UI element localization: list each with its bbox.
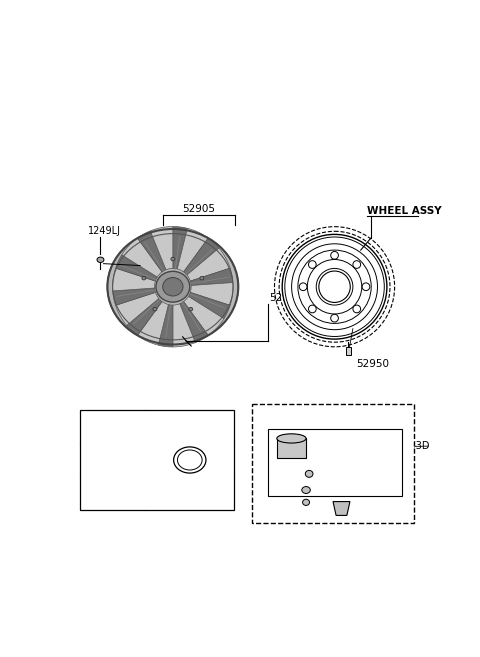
Bar — [346, 347, 351, 355]
Wedge shape — [173, 304, 195, 347]
Ellipse shape — [331, 314, 338, 322]
Text: P/NO: P/NO — [99, 488, 127, 499]
Ellipse shape — [353, 305, 360, 313]
Text: 1249LJ: 1249LJ — [88, 225, 121, 235]
Ellipse shape — [309, 305, 316, 313]
Ellipse shape — [302, 487, 310, 493]
Text: 52953: 52953 — [266, 485, 297, 495]
Bar — [267, 429, 402, 496]
Wedge shape — [150, 227, 173, 270]
Wedge shape — [180, 302, 208, 342]
Ellipse shape — [156, 271, 190, 302]
Text: 52960: 52960 — [172, 422, 207, 432]
Ellipse shape — [142, 277, 146, 280]
Text: 52950: 52950 — [356, 359, 389, 369]
Ellipse shape — [163, 277, 183, 296]
Bar — [252, 404, 414, 523]
Wedge shape — [127, 298, 162, 336]
Ellipse shape — [300, 283, 307, 290]
Ellipse shape — [319, 271, 350, 302]
Text: 52933K: 52933K — [329, 408, 369, 418]
Bar — [81, 410, 234, 510]
Wedge shape — [158, 305, 173, 347]
Wedge shape — [190, 268, 233, 285]
Wedge shape — [190, 283, 233, 306]
Ellipse shape — [277, 434, 306, 443]
Wedge shape — [177, 229, 208, 272]
Wedge shape — [184, 238, 219, 275]
Wedge shape — [113, 288, 156, 306]
Text: 52905: 52905 — [182, 204, 216, 214]
Wedge shape — [184, 296, 224, 336]
Wedge shape — [116, 292, 159, 325]
Wedge shape — [122, 238, 162, 277]
Ellipse shape — [282, 235, 387, 339]
Text: 52973: 52973 — [269, 293, 302, 304]
Wedge shape — [173, 227, 187, 269]
Text: ILLUST: ILLUST — [94, 455, 132, 465]
Ellipse shape — [362, 283, 370, 290]
Wedge shape — [188, 292, 230, 319]
Ellipse shape — [353, 261, 360, 268]
Bar — [277, 438, 306, 459]
Ellipse shape — [171, 258, 175, 261]
Text: 52960-L1100: 52960-L1100 — [153, 488, 227, 499]
Ellipse shape — [305, 470, 313, 478]
Ellipse shape — [302, 499, 310, 505]
Polygon shape — [333, 501, 350, 516]
Ellipse shape — [97, 257, 104, 263]
Ellipse shape — [153, 307, 157, 311]
Wedge shape — [137, 231, 166, 272]
Text: 24537: 24537 — [266, 497, 297, 507]
Ellipse shape — [108, 229, 238, 344]
Text: (TPMS): (TPMS) — [275, 408, 311, 418]
Wedge shape — [116, 255, 157, 281]
Text: 52933D: 52933D — [391, 441, 429, 451]
Text: 52934: 52934 — [275, 505, 306, 514]
Ellipse shape — [331, 252, 338, 259]
Text: WHEEL ASSY: WHEEL ASSY — [367, 206, 442, 216]
Ellipse shape — [189, 307, 192, 311]
Ellipse shape — [200, 277, 204, 280]
Wedge shape — [137, 302, 168, 345]
Wedge shape — [187, 248, 230, 281]
Ellipse shape — [309, 261, 316, 268]
Text: PNC: PNC — [111, 422, 134, 432]
Wedge shape — [113, 268, 156, 291]
